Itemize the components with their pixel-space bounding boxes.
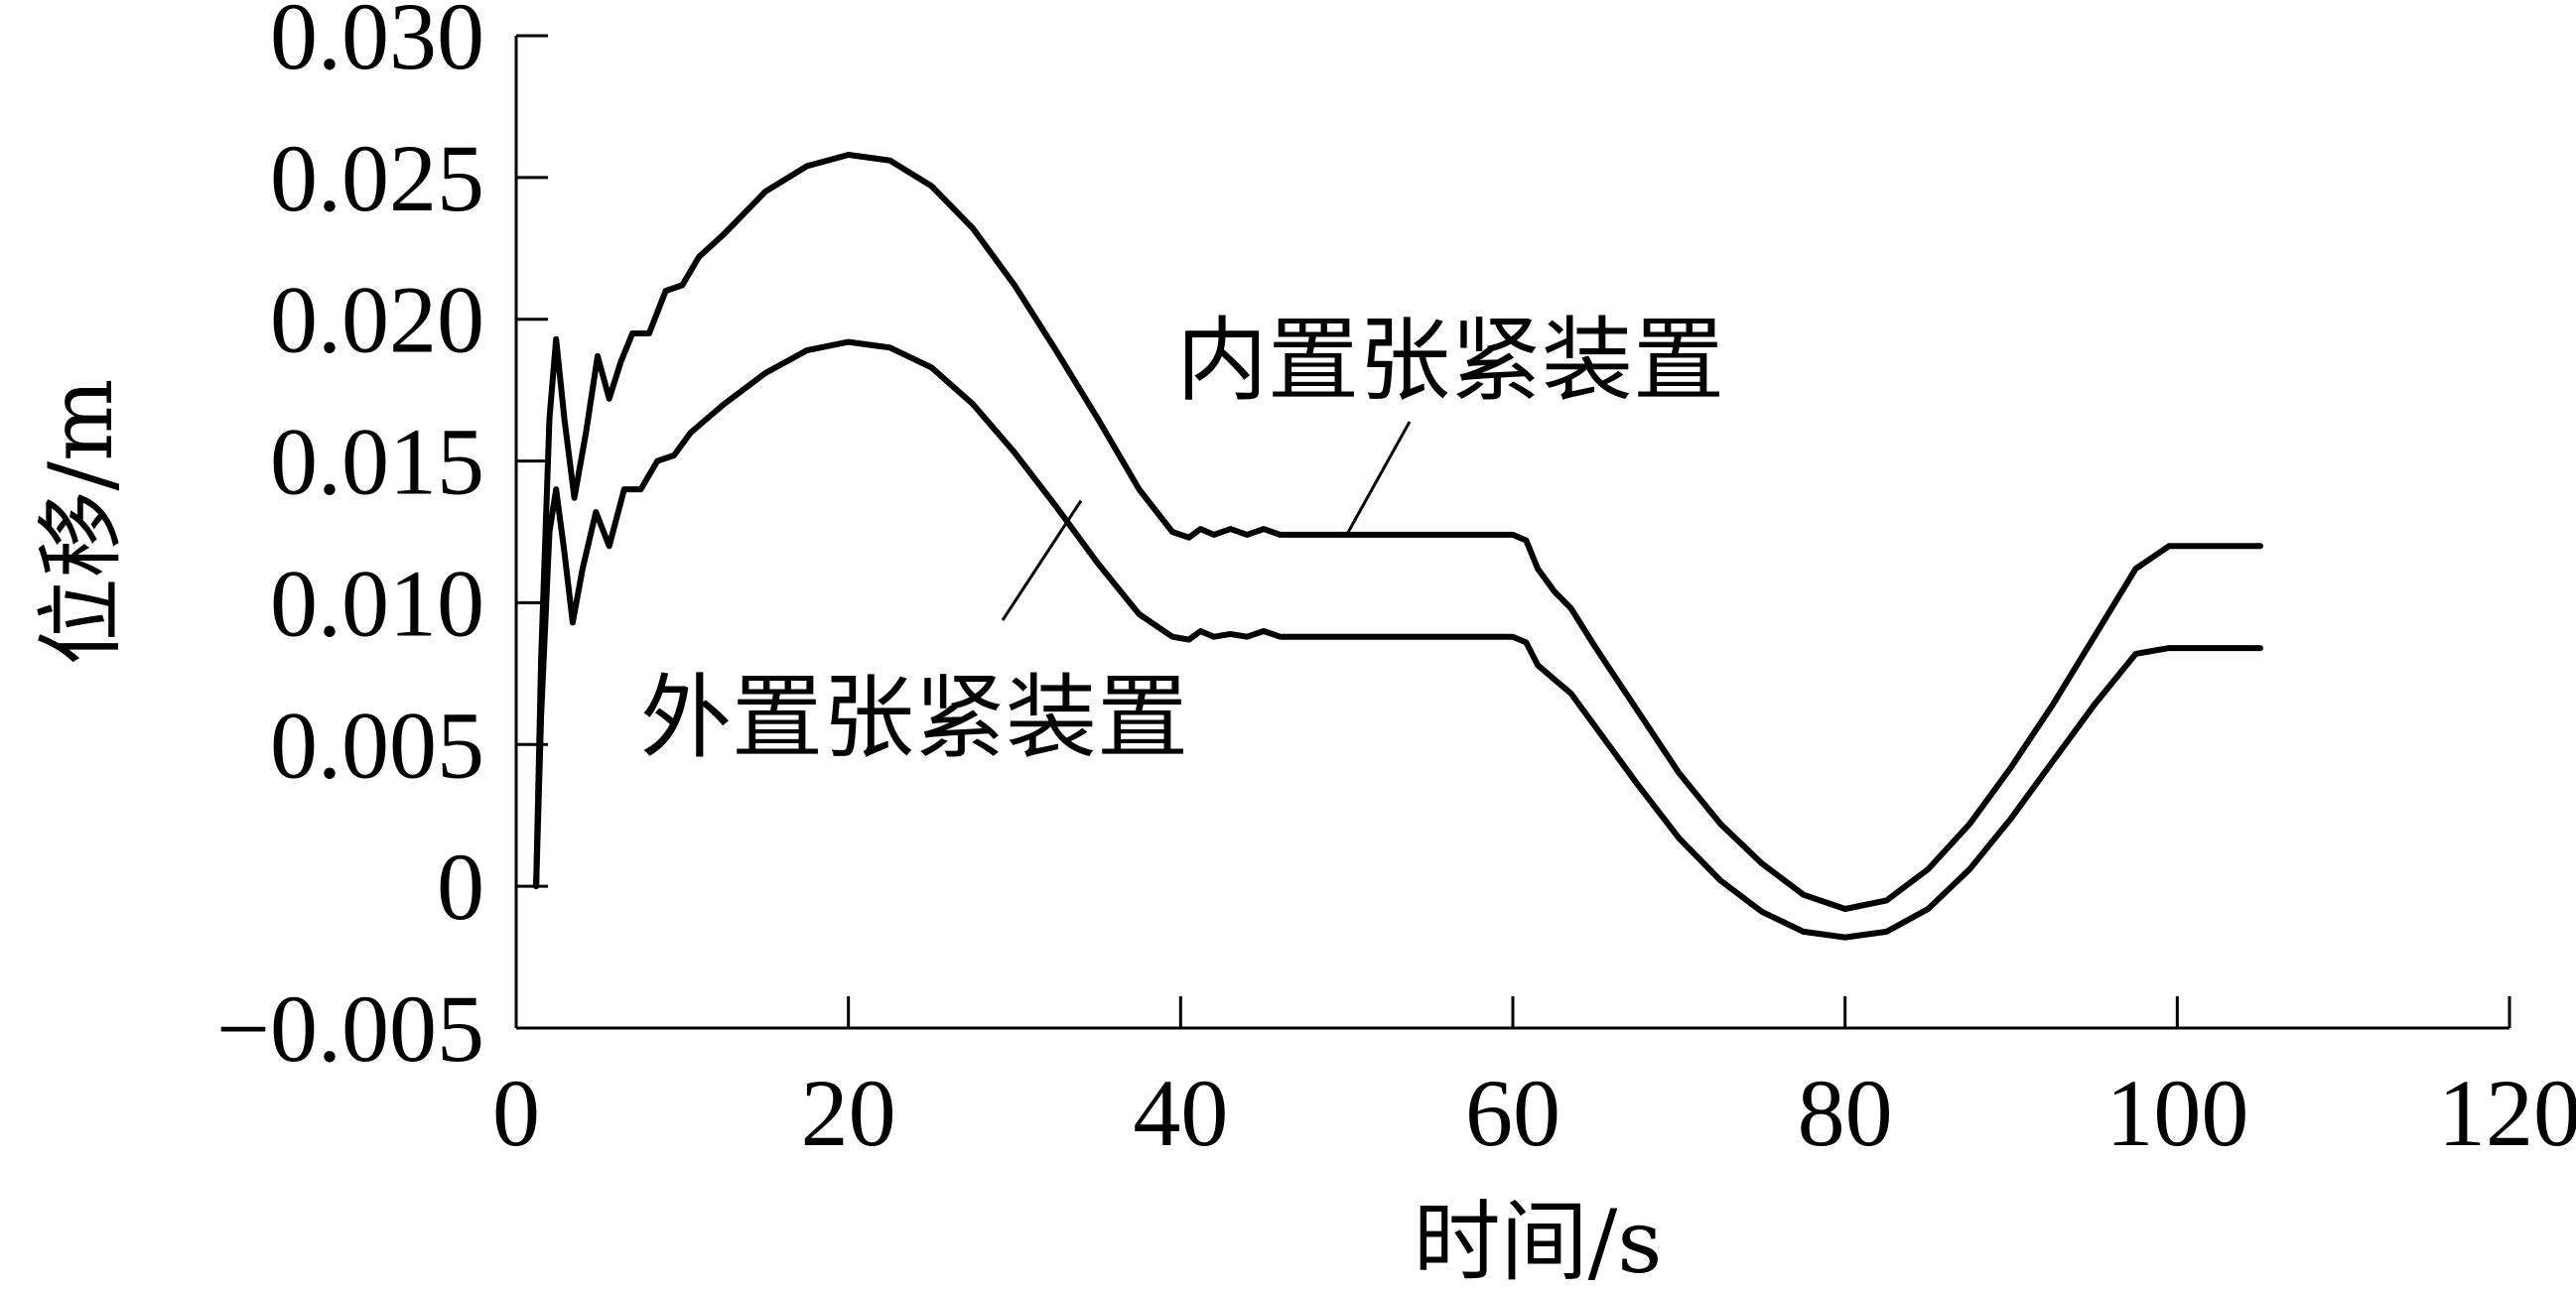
y-tick-label: 0.030	[270, 0, 484, 89]
y-tick-label: 0.015	[270, 409, 484, 515]
x-tick-label: 120	[2438, 1060, 2576, 1166]
x-ticks: 0 20 40 60 80 100 120	[492, 996, 2576, 1166]
y-tick-label: 0.025	[270, 125, 484, 231]
x-axis-title: 时间/s	[1414, 1191, 1663, 1290]
series-layer	[533, 152, 2263, 941]
series-line-1	[533, 152, 2263, 912]
annotation-label-1: 内置张紧装置	[1176, 308, 1724, 414]
x-tick-label: 40	[1133, 1060, 1228, 1166]
series-line-2	[533, 338, 2263, 941]
x-tick-label: 20	[801, 1060, 896, 1166]
annotation-label-2: 外置张紧装置	[640, 665, 1188, 771]
x-tick-label: 0	[492, 1060, 540, 1166]
y-tick-label: 0.010	[270, 550, 484, 656]
y-tick-label: 0	[437, 834, 484, 940]
annotation-leader-2	[1001, 499, 1083, 621]
y-tick-label: 0.005	[270, 692, 484, 798]
y-tick-label: −0.005	[216, 975, 484, 1082]
annotation-leader-1	[1345, 421, 1412, 536]
x-tick-label: 80	[1798, 1060, 1893, 1166]
x-tick-label: 60	[1465, 1060, 1560, 1166]
x-tick-label: 100	[2105, 1060, 2248, 1166]
y-axis-title: 位移/m	[30, 378, 132, 665]
y-tick-label: 0.020	[270, 267, 484, 373]
y-ticks: −0.005 0 0.005 0.010 0.015 0.020 0.025 0.030	[216, 0, 548, 1082]
